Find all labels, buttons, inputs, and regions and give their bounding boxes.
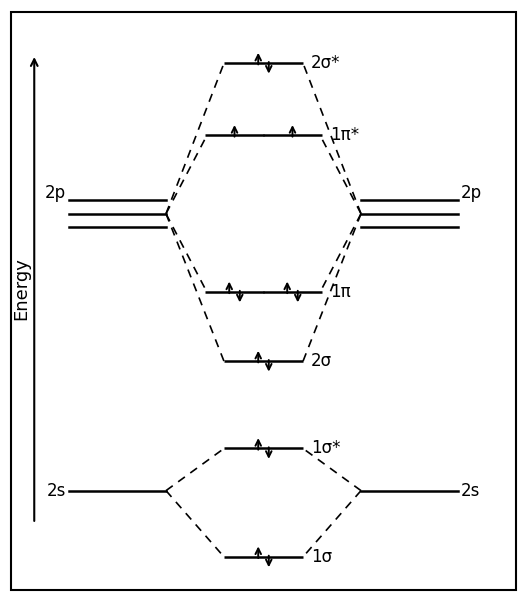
Text: 2σ: 2σ — [311, 352, 332, 370]
Text: 2p: 2p — [461, 184, 482, 202]
Text: 1σ*: 1σ* — [311, 439, 340, 458]
Text: 2σ*: 2σ* — [311, 54, 340, 72]
Text: 1π*: 1π* — [330, 126, 359, 144]
Text: 2p: 2p — [45, 184, 66, 202]
Text: 2s: 2s — [461, 482, 481, 500]
Text: 2s: 2s — [46, 482, 66, 500]
Text: 1π: 1π — [330, 283, 351, 301]
Text: 1σ: 1σ — [311, 548, 332, 566]
Text: Energy: Energy — [12, 258, 30, 320]
